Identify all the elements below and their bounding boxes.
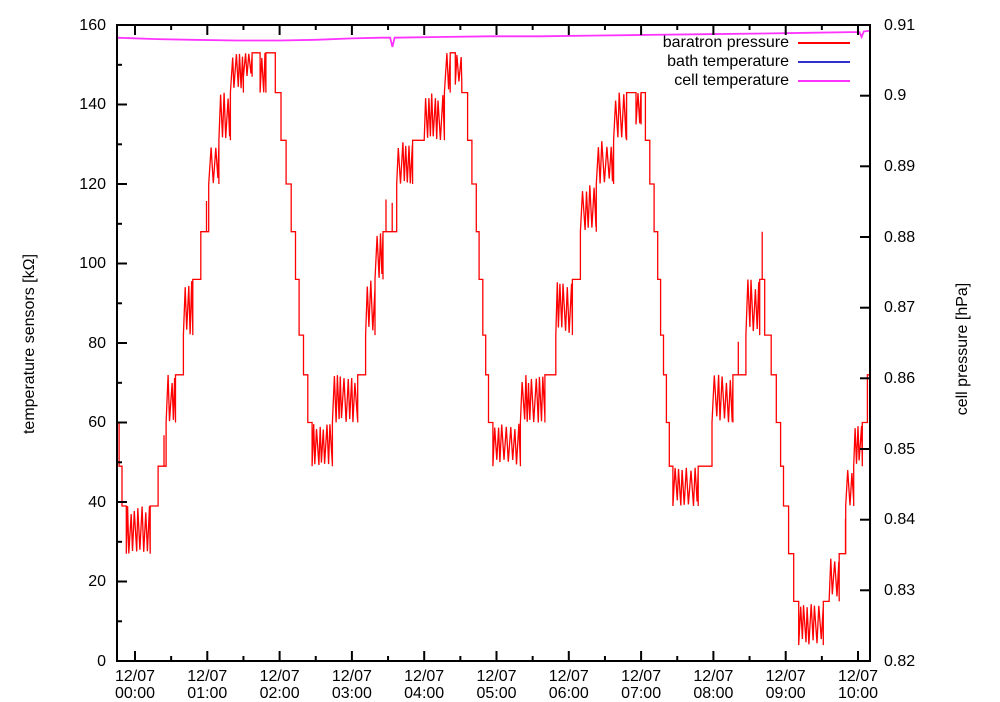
y-left-tick-label: 40 bbox=[88, 493, 106, 511]
legend-entry-baratron-pressure: baratron pressure bbox=[663, 33, 850, 52]
y-left-tick-label: 0 bbox=[97, 652, 106, 670]
y-right-tick-label: 0.86 bbox=[884, 369, 916, 387]
x-tick-label: 12/07 07:00 bbox=[621, 668, 662, 702]
x-tick-label: 12/07 09:00 bbox=[765, 668, 806, 702]
x-tick-label: 12/07 00:00 bbox=[114, 668, 156, 702]
legend-entry-bath-temperature: bath temperature bbox=[663, 52, 850, 71]
x-tick-label: 12/07 05:00 bbox=[476, 668, 517, 702]
x-tick-label: 12/07 06:00 bbox=[548, 668, 589, 702]
y-left-tick-label: 140 bbox=[79, 96, 106, 113]
y-right-axis-label: cell pressure [hPa] bbox=[954, 282, 971, 416]
x-tick-label: 12/07 02:00 bbox=[259, 668, 300, 702]
y-left-tick-label: 100 bbox=[79, 255, 106, 272]
legend-label: baratron pressure bbox=[662, 34, 789, 51]
y-right-tick-label: 0.87 bbox=[884, 299, 916, 317]
legend-line-sample bbox=[798, 41, 850, 44]
y-left-tick-label: 60 bbox=[88, 414, 106, 431]
y-right-tick-label: 0.9 bbox=[884, 87, 907, 105]
y-right-tick-label: 0.91 bbox=[884, 16, 916, 34]
legend-line-sample bbox=[798, 79, 850, 82]
legend: baratron pressure bath temperature cell te… bbox=[663, 33, 850, 90]
x-tick-label: 12/07 08:00 bbox=[693, 668, 734, 702]
x-tick-label: 12/07 04:00 bbox=[404, 668, 445, 702]
y-right-tick-label: 0.89 bbox=[884, 157, 916, 175]
legend-entry-cell-temperature: cell temperature bbox=[663, 71, 850, 90]
y-right-tick-label: 0.88 bbox=[884, 228, 916, 246]
series-cell-temperature bbox=[117, 29, 870, 48]
y-right-tick-label: 0.85 bbox=[884, 440, 916, 458]
y-left-tick-label: 80 bbox=[88, 334, 106, 352]
x-tick-label: 12/07 03:00 bbox=[331, 668, 372, 702]
x-tick-label: 12/07 10:00 bbox=[837, 668, 879, 702]
y-left-tick-label: 20 bbox=[88, 573, 106, 590]
y-left-tick-label: 160 bbox=[79, 16, 106, 34]
series-baratron-pressure bbox=[117, 52, 870, 646]
y-right-tick-label: 0.83 bbox=[884, 581, 916, 599]
y-left-tick-label: 120 bbox=[79, 175, 106, 193]
y-right-tick-label: 0.84 bbox=[884, 511, 916, 529]
legend-label: cell temperature bbox=[674, 72, 789, 89]
x-tick-label: 12/07 01:00 bbox=[187, 668, 228, 702]
legend-label: bath temperature bbox=[667, 53, 789, 70]
legend-line-sample bbox=[798, 60, 850, 63]
y-right-tick-label: 0.82 bbox=[884, 652, 916, 670]
